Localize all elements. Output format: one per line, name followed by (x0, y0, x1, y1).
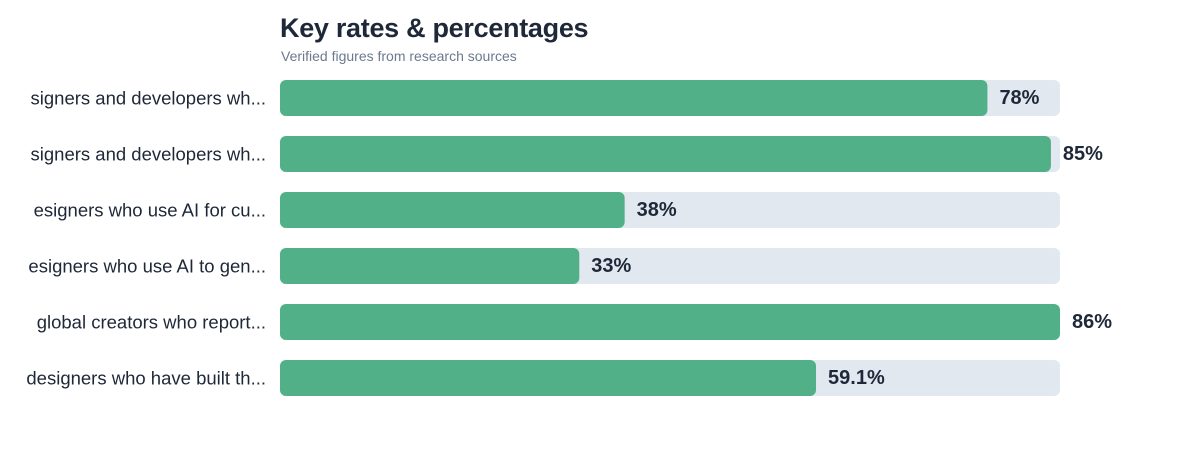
value-label: 59.1% (828, 367, 885, 389)
category-label: esigners who use AI for cu... (34, 200, 266, 221)
category-label: global creators who report... (37, 312, 266, 333)
value-label: 33% (591, 255, 631, 277)
bar-row: global creators who report... 86% (37, 304, 1112, 340)
bar (280, 192, 625, 228)
category-label: esigners who use AI to gen... (28, 256, 266, 277)
bar (280, 80, 988, 116)
bar-row: signers and developers wh... 78% (31, 80, 1060, 116)
chart-title: Key rates & percentages (280, 13, 589, 43)
bar (280, 248, 580, 284)
bar (280, 360, 817, 396)
value-label: 38% (637, 199, 677, 221)
bar-row: esigners who use AI for cu... 38% (34, 192, 1060, 228)
bar-row: esigners who use AI to gen... 33% (28, 248, 1060, 284)
chart-subtitle: Verified figures from research sources (281, 48, 517, 64)
bar (280, 136, 1051, 172)
category-label: designers who have built th... (26, 368, 266, 389)
value-label: 78% (999, 87, 1039, 109)
bar (280, 304, 1060, 340)
category-label: signers and developers wh... (31, 88, 267, 109)
value-label: 85% (1063, 143, 1103, 165)
bar-row: signers and developers wh... 85% (31, 136, 1103, 172)
bar-row: designers who have built th... 59.1% (26, 360, 1060, 396)
category-label: signers and developers wh... (31, 144, 267, 165)
value-label: 86% (1072, 311, 1112, 333)
